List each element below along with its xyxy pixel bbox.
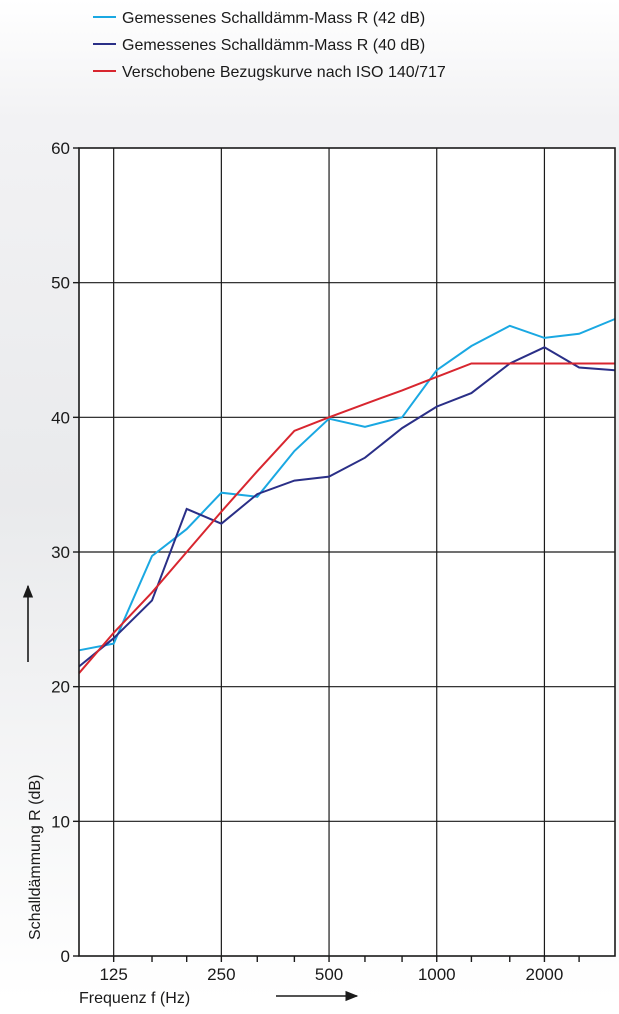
y-tick-label: 20 xyxy=(51,678,70,697)
legend: Gemessenes Schalldämm-Mass R (42 dB) Geme… xyxy=(93,10,446,81)
legend-label-2: Gemessenes Schalldämm-Mass R (40 dB) xyxy=(122,37,425,54)
series-line-2 xyxy=(78,346,616,668)
legend-label-3: Verschobene Bezugskurve nach ISO 140/717 xyxy=(122,64,446,81)
y-tick-label: 0 xyxy=(61,947,70,966)
y-tick-label: 30 xyxy=(51,543,70,562)
x-tick-label: 2000 xyxy=(526,965,564,984)
x-tick-label: 250 xyxy=(207,965,235,984)
y-tick-label: 60 xyxy=(51,139,70,158)
y-tick-label: 50 xyxy=(51,274,70,293)
series-lines xyxy=(78,318,616,674)
series-line-1 xyxy=(78,318,616,652)
x-axis-label: Frequenz f (Hz) xyxy=(79,990,190,1007)
grid xyxy=(79,148,615,956)
series-line-3 xyxy=(78,362,615,674)
x-tick-label: 125 xyxy=(99,965,127,984)
x-tick-label: 500 xyxy=(315,965,343,984)
y-tick-label: 40 xyxy=(51,408,70,427)
x-tick-label: 1000 xyxy=(418,965,456,984)
axis-ticks: 0 10 20 30 40 50 60 125 250 500 1000 2000 xyxy=(51,139,580,984)
y-axis-label: Schalldämmung R (dB) xyxy=(27,775,44,940)
legend-label-1: Gemessenes Schalldämm-Mass R (42 dB) xyxy=(122,10,425,27)
y-tick-label: 10 xyxy=(51,812,70,831)
